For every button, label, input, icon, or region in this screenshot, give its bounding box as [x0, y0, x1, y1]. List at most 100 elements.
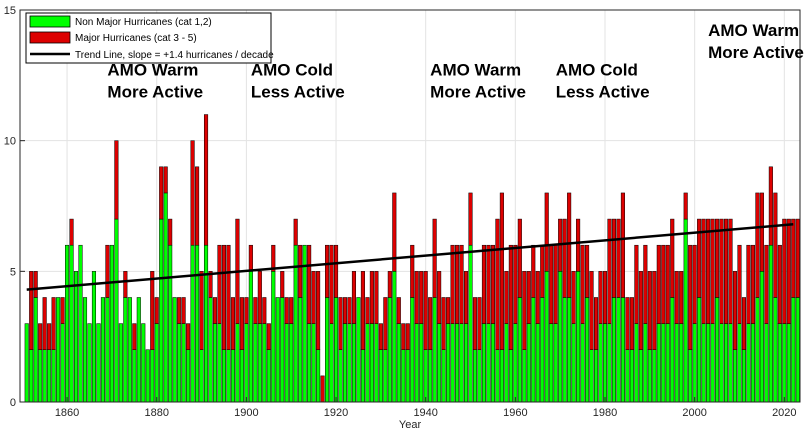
bar-major — [531, 244, 536, 298]
legend-swatch-major — [29, 31, 71, 44]
annotations: AMO Warm More Active AMO Cold Less Active AM… — [107, 21, 803, 101]
bar-major — [638, 271, 643, 350]
bar-major — [360, 271, 365, 350]
bar-non-major — [378, 349, 383, 403]
bar-non-major — [791, 297, 796, 403]
annotation-line2: More Active — [107, 82, 203, 101]
bar-non-major — [638, 349, 643, 403]
bar-non-major — [280, 297, 285, 403]
bar-non-major — [571, 323, 576, 403]
x-axis-label: Year — [399, 419, 422, 431]
x-tick-label: 1940 — [413, 407, 437, 419]
bar-major — [159, 166, 164, 220]
bar-non-major — [706, 323, 711, 403]
bar-non-major — [118, 323, 123, 403]
bar-non-major — [186, 349, 191, 403]
bar-major — [69, 218, 74, 246]
bar-non-major — [383, 349, 388, 403]
bar-major — [647, 271, 652, 350]
bar-major — [544, 192, 549, 272]
bar-major — [266, 323, 271, 350]
bar-non-major — [580, 323, 585, 403]
bar-non-major — [593, 349, 599, 403]
bar-non-major — [782, 323, 787, 403]
bar-non-major — [446, 323, 451, 403]
bar-non-major — [741, 349, 747, 403]
bar-major — [602, 271, 608, 324]
bar-major — [472, 297, 478, 350]
bar-non-major — [127, 297, 132, 403]
bar-non-major — [508, 349, 513, 403]
bar-non-major — [212, 323, 218, 403]
bar-major — [38, 323, 43, 350]
bar-non-major — [208, 297, 213, 403]
bar-major — [177, 297, 182, 324]
bar-major — [450, 244, 455, 324]
bar-non-major — [311, 323, 316, 403]
bar-major — [47, 323, 52, 350]
bar-non-major — [616, 297, 621, 403]
bar-non-major — [289, 323, 294, 403]
bar-non-major — [450, 323, 455, 403]
bar-non-major — [499, 349, 504, 403]
bar-major — [257, 271, 262, 324]
bar-non-major — [455, 323, 460, 403]
bar-major — [665, 244, 670, 324]
bar-major — [723, 218, 729, 324]
bar-major — [706, 218, 711, 324]
bar-non-major — [486, 323, 491, 403]
bar-major — [598, 271, 603, 324]
legend-swatch-non-major — [29, 15, 71, 28]
bar-major — [244, 297, 249, 324]
bar-major — [199, 271, 204, 350]
bar-non-major — [374, 323, 379, 403]
bar-non-major — [410, 297, 415, 403]
bar-non-major — [47, 349, 52, 403]
bar-non-major — [60, 323, 65, 403]
bar-non-major — [679, 323, 684, 403]
bar-non-major — [96, 323, 101, 403]
bar-major — [271, 244, 276, 272]
bar-non-major — [764, 323, 769, 403]
bar-non-major — [217, 323, 222, 403]
bar-major — [463, 271, 469, 324]
bar-major — [750, 244, 755, 324]
bar-major — [42, 297, 47, 350]
bar-non-major — [576, 271, 581, 403]
bar-non-major — [544, 271, 549, 403]
bar-major — [248, 244, 253, 272]
bar-non-major — [369, 323, 374, 403]
bar-non-major — [333, 297, 339, 403]
x-tick-label: 1980 — [593, 407, 617, 419]
bar-major — [410, 244, 415, 298]
bar-non-major — [432, 297, 437, 403]
bar-major — [710, 218, 715, 324]
bar-major — [567, 192, 572, 298]
bar-major — [495, 218, 500, 350]
bar-major — [553, 244, 558, 324]
bar-non-major — [100, 297, 105, 403]
bar-major — [51, 297, 56, 350]
bar-non-major — [405, 349, 410, 403]
bar-major — [625, 297, 630, 350]
bar-major — [262, 297, 267, 324]
bar-major — [132, 323, 137, 350]
bar-non-major — [203, 244, 209, 403]
bar-non-major — [293, 244, 298, 403]
y-tick-label: 0 — [10, 397, 16, 409]
bar-major — [728, 218, 733, 324]
bar-major — [795, 218, 800, 298]
bar-non-major — [33, 297, 38, 403]
bar-non-major — [24, 323, 29, 403]
bar-non-major — [271, 271, 276, 403]
bar-major — [522, 271, 527, 350]
bar-non-major — [459, 323, 464, 403]
bar-major — [620, 192, 625, 298]
annotation-line1: AMO Cold — [556, 60, 638, 79]
bar-major — [697, 218, 702, 298]
bar-major — [746, 244, 751, 324]
bar-non-major — [620, 297, 625, 403]
bar-major — [786, 218, 791, 324]
bar-major — [284, 297, 289, 324]
